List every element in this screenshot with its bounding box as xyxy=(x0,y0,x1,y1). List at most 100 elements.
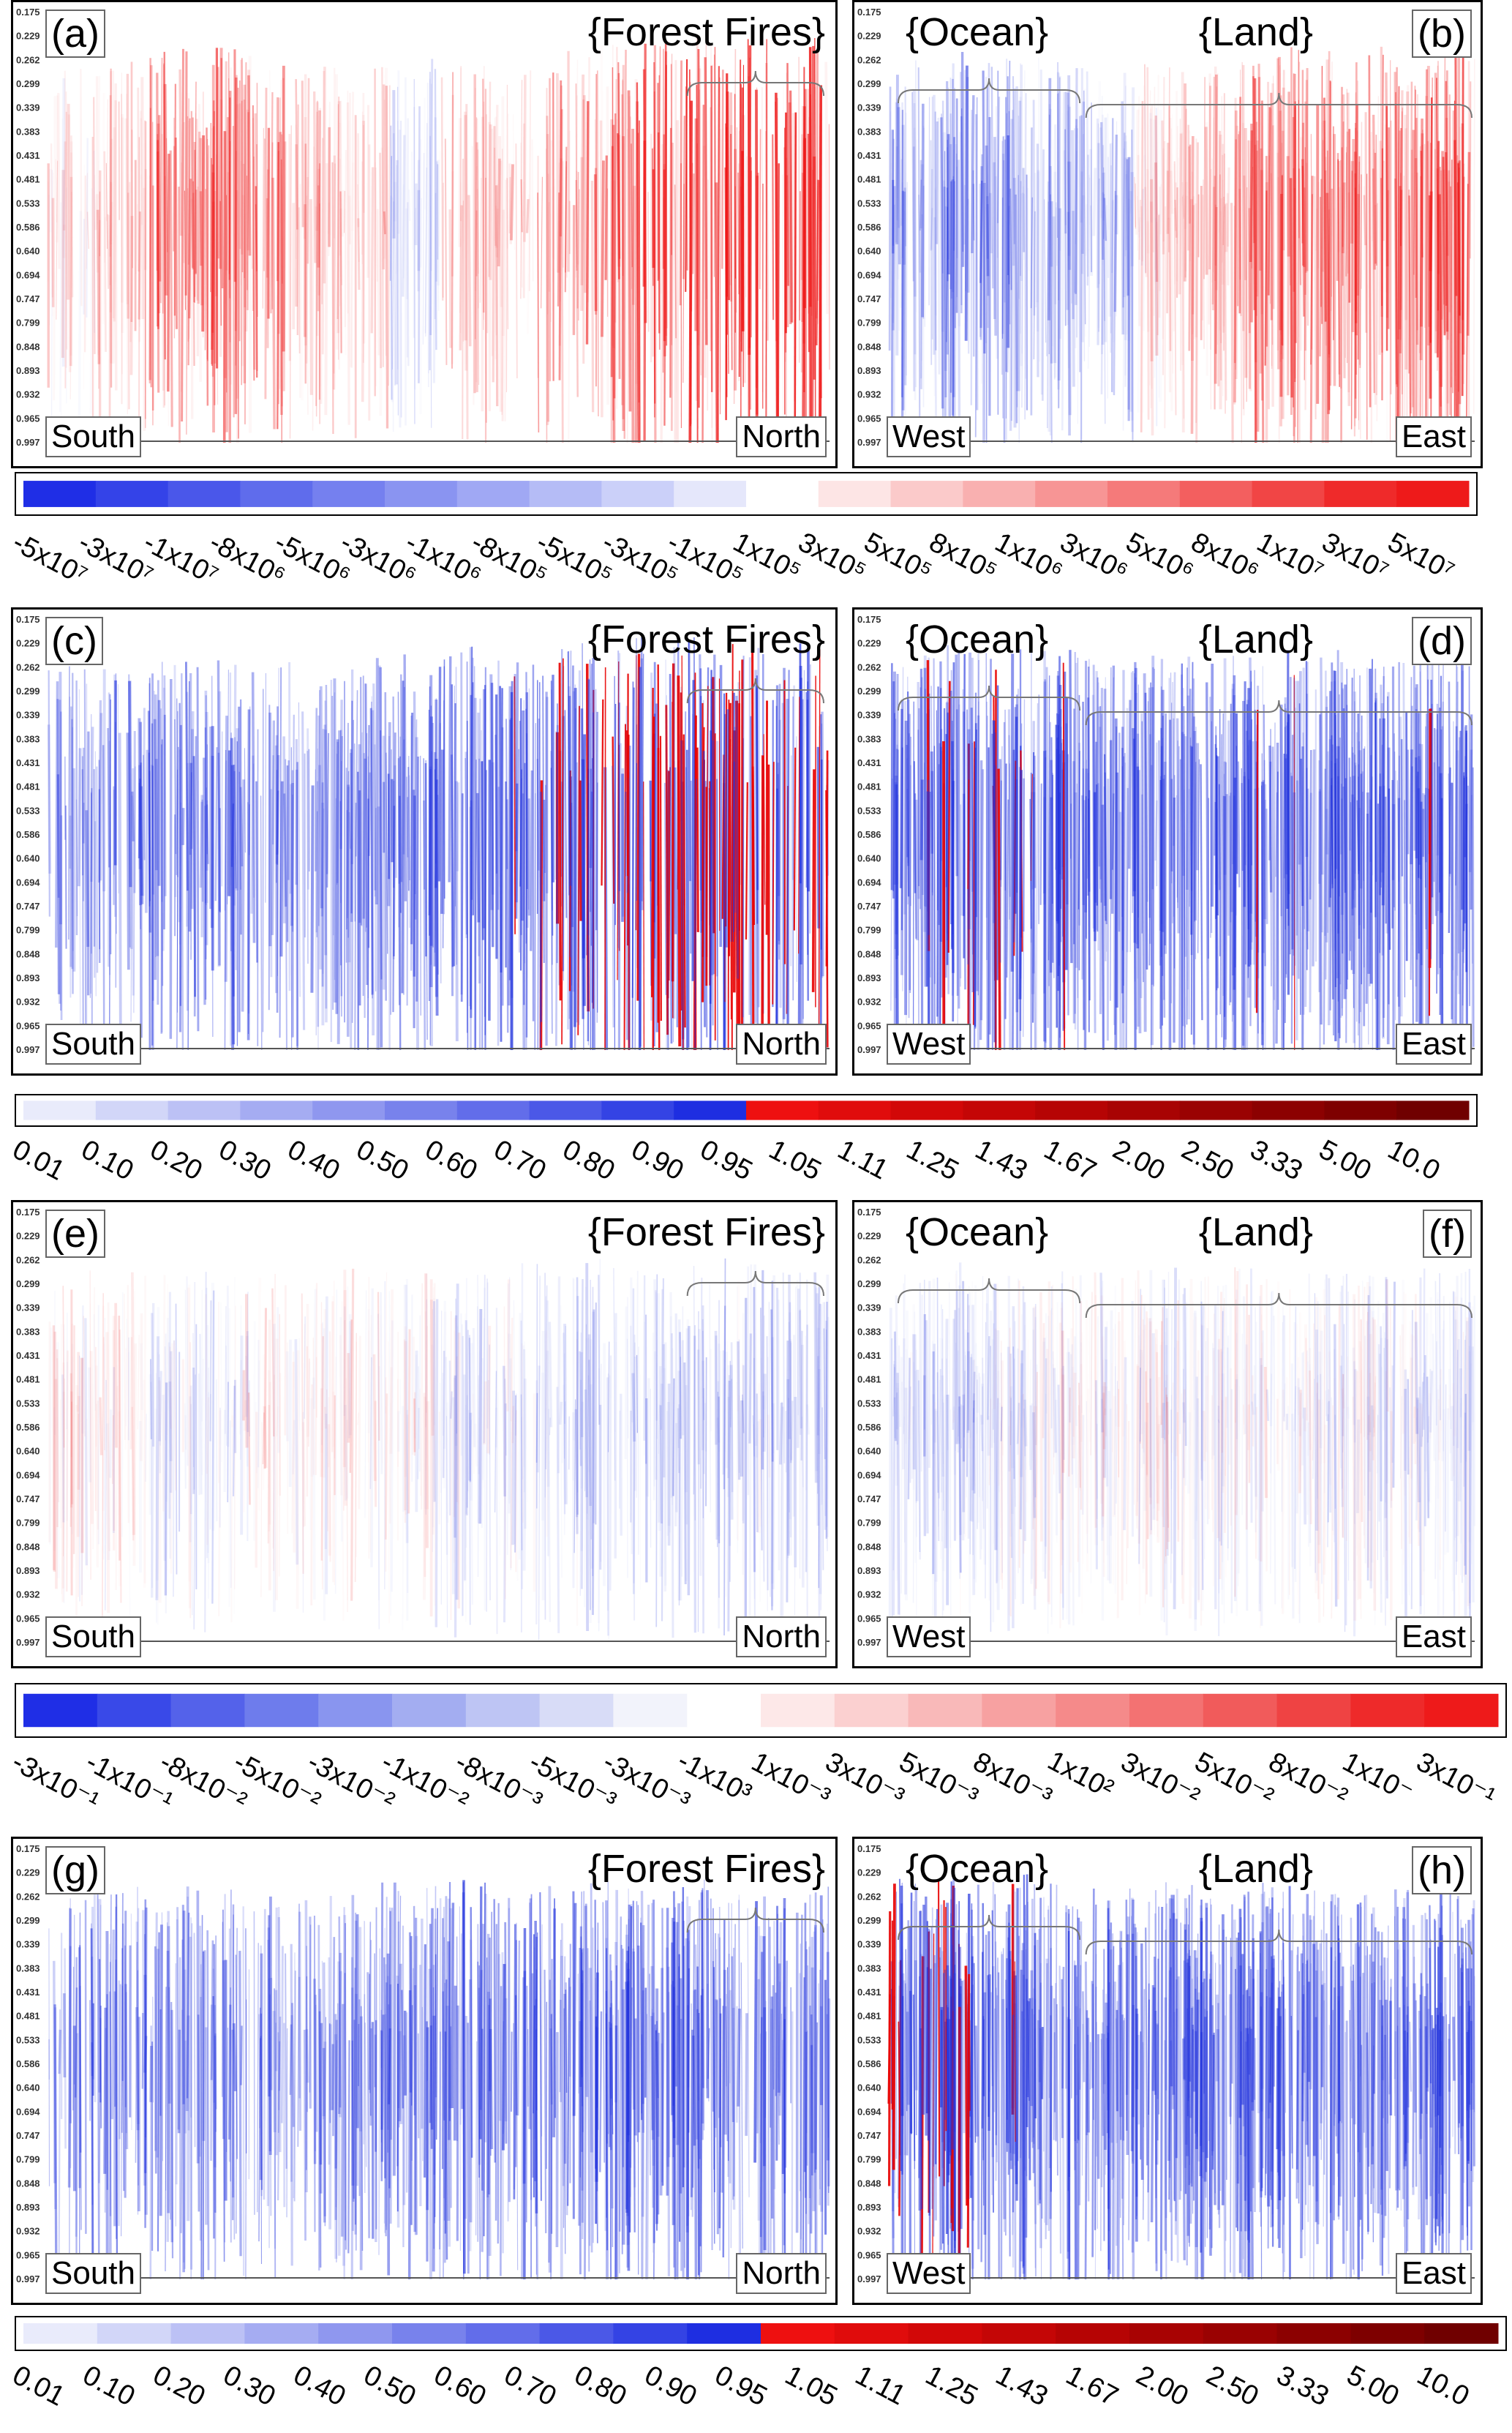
heatmap-streak xyxy=(153,1997,154,2103)
heatmap-streak xyxy=(531,771,532,951)
heatmap-streak xyxy=(284,736,285,923)
heatmap-streak xyxy=(1412,150,1413,408)
heatmap-streak xyxy=(573,1279,574,1441)
heatmap-streak xyxy=(464,1374,465,1580)
colorbar-tick-label: -3x10⁶ xyxy=(334,527,421,593)
heatmap-streak xyxy=(112,1930,113,2119)
heatmap-streak xyxy=(1296,681,1297,1041)
y-tick-label: 0.640 xyxy=(16,246,40,257)
heatmap-streak xyxy=(648,192,649,331)
heatmap-streak xyxy=(332,1302,333,1452)
y-tick-label: 0.932 xyxy=(857,389,881,400)
heatmap-streak xyxy=(1267,1390,1268,1421)
heatmap-streak xyxy=(998,769,1000,1050)
heatmap-streak xyxy=(152,1313,154,1447)
colorbar-tick-label: 1.43 xyxy=(970,1134,1032,1188)
heatmap-streak xyxy=(756,685,757,890)
heatmap-streak xyxy=(1428,659,1429,1050)
heatmap-streak xyxy=(1196,1316,1197,1460)
colorbar-tick-label: -1x10⁷ xyxy=(138,527,223,592)
heatmap-streak xyxy=(738,2009,740,2107)
heatmap-streak xyxy=(493,126,494,382)
colorbar-swatch xyxy=(761,1694,835,1727)
heatmap-streak xyxy=(183,808,184,845)
colorbar-swatch xyxy=(746,1101,819,1120)
heatmap-streak xyxy=(341,1317,342,1542)
heatmap-streak xyxy=(1244,176,1246,280)
heatmap-streak xyxy=(494,1899,495,2162)
heatmap-streak xyxy=(83,165,84,389)
heatmap-streak xyxy=(170,151,172,427)
y-tick-label: 0.175 xyxy=(16,1207,40,1218)
heatmap-streak xyxy=(1172,114,1173,336)
heatmap-streak xyxy=(678,675,680,1046)
colorbar-swatch xyxy=(466,1694,540,1727)
heatmap-streak xyxy=(750,1333,751,1443)
heatmap-streak xyxy=(180,703,181,1006)
heatmap-streak xyxy=(1321,658,1323,875)
heatmap-streak xyxy=(1369,1275,1370,1432)
heatmap-streak xyxy=(527,199,528,233)
heatmap-streak xyxy=(267,170,268,278)
heatmap-streak xyxy=(1013,1346,1014,1479)
y-tick-label: 0.481 xyxy=(16,174,40,185)
heatmap-streak xyxy=(1390,1387,1391,1507)
heatmap-streak xyxy=(97,76,98,272)
heatmap-streak xyxy=(1238,762,1240,888)
heatmap-streak xyxy=(781,1403,782,1464)
heatmap-streak xyxy=(637,1355,638,1433)
heatmap-streak xyxy=(164,715,165,929)
heatmap-streak xyxy=(1273,746,1274,1050)
heatmap-streak xyxy=(325,724,326,955)
heatmap-streak xyxy=(513,1390,514,1545)
heatmap-streak xyxy=(436,1299,437,1627)
heatmap-streak xyxy=(1369,55,1370,407)
heatmap-streak xyxy=(934,746,935,1025)
heatmap-streak xyxy=(509,686,510,1005)
heatmap-streak xyxy=(119,1412,120,1586)
heatmap-streak xyxy=(365,1291,366,1518)
heatmap-streak xyxy=(1334,208,1336,329)
heatmap-streak xyxy=(505,180,506,421)
heatmap-streak xyxy=(1125,762,1126,1050)
heatmap-streak xyxy=(1381,47,1382,317)
colorbar-swatch xyxy=(1107,481,1180,507)
heatmap-streak xyxy=(686,1319,688,1581)
heatmap-svg: 0.1750.2290.2620.2990.3390.3830.4310.481… xyxy=(13,1202,835,1666)
heatmap-streak xyxy=(1089,1317,1090,1441)
colorbar-tick-label: 3x10⁻¹ xyxy=(1411,1745,1501,1814)
heatmap-streak xyxy=(270,70,271,288)
heatmap-streak xyxy=(1326,1275,1327,1422)
colorbar-swatch xyxy=(96,481,168,507)
colorbar-tick-label: 0.50 xyxy=(351,1134,413,1188)
y-tick-label: 0.229 xyxy=(857,31,881,42)
colorbar-tick-label: 1x10⁻³ xyxy=(745,1745,835,1814)
heatmap-streak xyxy=(928,792,930,935)
heatmap-streak xyxy=(1395,72,1396,443)
direction-label-left: South xyxy=(45,1616,141,1657)
heatmap-streak xyxy=(1324,97,1325,321)
y-tick-label: 0.586 xyxy=(857,1422,881,1433)
heatmap-streak xyxy=(1333,745,1334,1035)
y-tick-label: 0.932 xyxy=(16,997,40,1008)
heatmap-streak xyxy=(310,1362,311,1530)
heatmap-streak xyxy=(374,683,375,891)
y-tick-label: 0.965 xyxy=(16,2249,40,2260)
y-tick-label: 0.893 xyxy=(857,972,881,983)
colorbar-swatch xyxy=(835,1694,909,1727)
heatmap-streak xyxy=(171,1343,173,1574)
heatmap-streak xyxy=(916,800,917,940)
heatmap-streak xyxy=(254,1322,255,1541)
heatmap-streak xyxy=(132,792,133,841)
heatmap-streak xyxy=(122,118,123,303)
heatmap-streak xyxy=(153,673,154,1050)
colorbar-tick-label: 0.40 xyxy=(282,1134,345,1188)
heatmap-streak xyxy=(379,1949,380,2255)
heatmap-streak xyxy=(190,673,191,855)
heatmap-streak xyxy=(281,781,282,957)
heatmap-streak xyxy=(1293,678,1294,956)
colorbar-tick-label: -1x10⁶ xyxy=(400,527,486,593)
heatmap-streak xyxy=(992,67,993,288)
heatmap-streak xyxy=(627,730,628,876)
colorbar-tick-label: 1x10² xyxy=(1042,1745,1118,1806)
